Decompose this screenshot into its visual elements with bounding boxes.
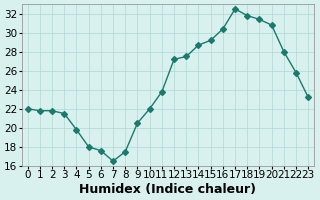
X-axis label: Humidex (Indice chaleur): Humidex (Indice chaleur) [79,183,256,196]
